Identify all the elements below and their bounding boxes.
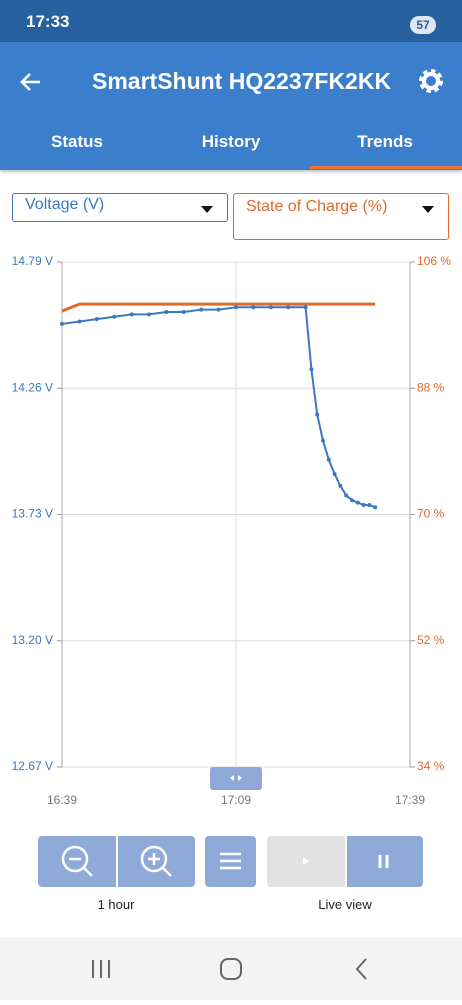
- data-point: [216, 307, 221, 312]
- data-point: [344, 493, 349, 498]
- data-point: [361, 502, 366, 507]
- right-axis-select[interactable]: State of Charge (%): [233, 193, 449, 240]
- data-point: [367, 502, 372, 507]
- play-button[interactable]: [267, 836, 345, 887]
- data-point: [373, 505, 378, 510]
- y-tick-label: 12.67 V: [12, 759, 53, 773]
- data-point: [147, 312, 151, 317]
- zoom-in-button[interactable]: [118, 836, 195, 887]
- zoom-label: 1 hour: [97, 897, 135, 912]
- handle-arrows: [230, 775, 242, 781]
- x-tick-label: 17:09: [221, 793, 251, 807]
- y-tick-label: 13.73 V: [12, 507, 53, 521]
- title: SmartShunt HQ2237FK2KK: [92, 68, 392, 94]
- select-text: State of Charge (%): [246, 198, 388, 215]
- y2-tick-label: 70 %: [417, 507, 445, 521]
- data-point: [355, 500, 360, 505]
- y2-tick-label: 52 %: [417, 633, 445, 647]
- view-label: Live view: [318, 897, 372, 912]
- data-point: [181, 310, 186, 315]
- data-point: [251, 305, 256, 310]
- data-point: [268, 305, 273, 310]
- app-bar: SmartShunt HQ2237FK2KK Status History Tr…: [0, 42, 462, 170]
- tab[interactable]: Status: [51, 132, 103, 151]
- clock: 17:33: [26, 12, 70, 31]
- data-point: [315, 412, 320, 417]
- tab[interactable]: Trends: [357, 132, 413, 151]
- y2-tick-label: 88 %: [417, 380, 445, 394]
- chart: 12.67 V 13.20 V 13.73 V 14.26 V 14.79 V 34 % 5…: [12, 254, 452, 807]
- y-tick-label: 13.20 V: [12, 633, 53, 647]
- zoom-out-button[interactable]: [38, 836, 116, 887]
- scroll-handle: [210, 767, 262, 790]
- status-bar: 17:33 57: [0, 0, 462, 42]
- select-text: Voltage (V): [25, 196, 105, 213]
- x-tick-label: 17:39: [395, 793, 425, 807]
- data-point: [286, 305, 291, 310]
- data-point: [234, 305, 238, 310]
- tab-indicator: [310, 166, 462, 169]
- nav-bar: [0, 937, 462, 1000]
- series-line: [61, 302, 376, 313]
- data-point: [164, 310, 169, 315]
- y-tick-label: 14.79 V: [12, 254, 53, 268]
- data-point: [309, 367, 314, 372]
- series-line: [61, 306, 376, 509]
- tab[interactable]: History: [201, 132, 261, 151]
- y2-tick-label: 34 %: [417, 759, 445, 773]
- y-tick-label: 14.26 V: [12, 380, 53, 394]
- data-point: [77, 319, 82, 324]
- data-point: [129, 312, 134, 317]
- data-point: [112, 314, 117, 319]
- back-button[interactable]: [18, 69, 44, 95]
- data-point: [303, 305, 308, 310]
- x-tick-label: 16:39: [47, 793, 77, 807]
- battery: 57: [410, 16, 436, 34]
- data-point: [326, 457, 331, 462]
- settings-button[interactable]: [417, 67, 445, 95]
- left-axis-select[interactable]: Voltage (V): [12, 193, 228, 222]
- data-point: [338, 483, 343, 488]
- data-point: [350, 498, 354, 503]
- data-point: [94, 317, 99, 322]
- pause-button[interactable]: [347, 836, 423, 887]
- data-point: [199, 307, 204, 312]
- y2-tick-label: 106 %: [417, 254, 451, 268]
- data-point: [60, 321, 64, 326]
- data-point: [332, 472, 337, 477]
- menu-button[interactable]: [205, 836, 256, 887]
- data-point: [321, 438, 325, 443]
